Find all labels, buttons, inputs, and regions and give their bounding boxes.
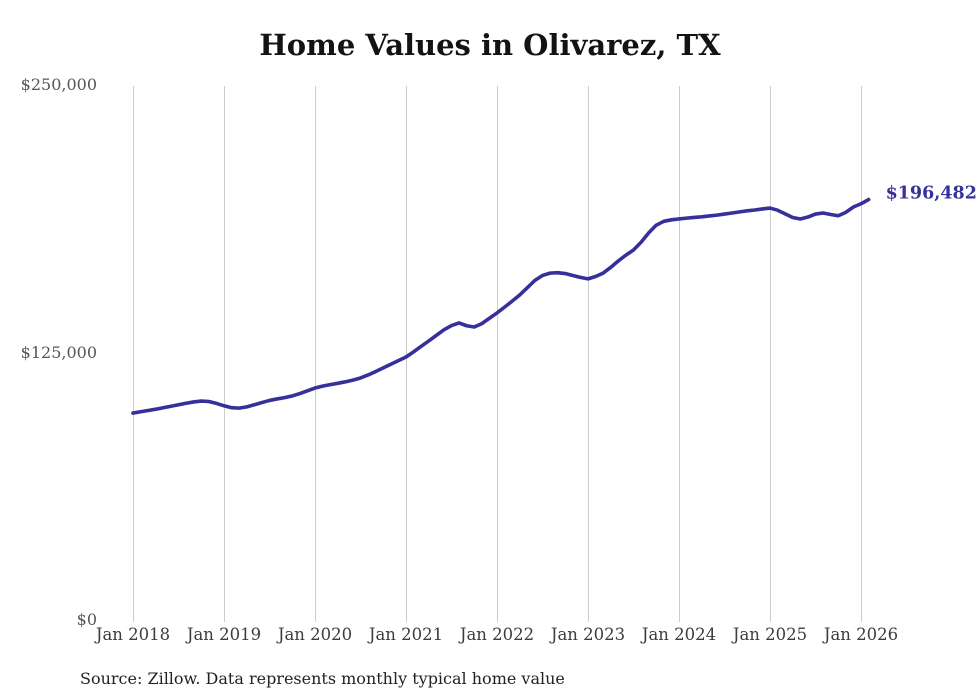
x-axis-tick-label: Jan 2021 xyxy=(368,625,444,644)
y-axis-tick-label: $0 xyxy=(76,610,97,629)
home-value-line xyxy=(131,197,871,415)
source-note: Source: Zillow. Data represents monthly … xyxy=(80,669,565,688)
latest-value-label: $196,482 xyxy=(885,182,977,203)
chart-title: Home Values in Olivarez, TX xyxy=(259,28,721,62)
x-axis-tick-label: Jan 2023 xyxy=(550,625,626,644)
x-axis-tick-label: Jan 2022 xyxy=(459,625,535,644)
y-axis-tick-label: $125,000 xyxy=(20,342,97,362)
y-axis-tick-label: $250,000 xyxy=(20,75,97,94)
x-axis-tick-label: Jan 2019 xyxy=(186,625,262,644)
x-axis-tick-label: Jan 2025 xyxy=(732,625,808,644)
x-axis-tick-label: Jan 2018 xyxy=(95,625,171,644)
x-axis-tick-label: Jan 2024 xyxy=(641,625,717,644)
x-axis-tick-label: Jan 2020 xyxy=(277,625,353,644)
x-axis-tick-label: Jan 2026 xyxy=(823,625,899,644)
